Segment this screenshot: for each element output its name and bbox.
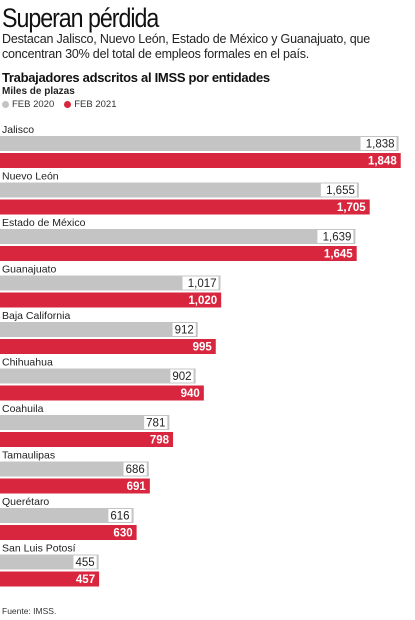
bar-feb2020 (0, 368, 196, 384)
value-label-bg (320, 183, 357, 197)
value-label: 686 (126, 464, 145, 476)
value-label: 455 (75, 557, 94, 569)
value-label-bg (317, 230, 354, 243)
value-label-bg (172, 323, 196, 336)
value-label: 781 (146, 418, 165, 430)
value-label: 1,639 (323, 232, 352, 244)
category-label: Querétaro (2, 496, 49, 508)
bar-feb2020 (0, 508, 134, 523)
bar-feb2020 (0, 229, 356, 244)
value-label: 1,848 (368, 156, 397, 168)
value-label: 1,705 (337, 202, 366, 214)
category-label: Estado de México (2, 217, 86, 229)
subtitle: Destacan Jalisco, Nuevo León, Estado de … (2, 32, 370, 61)
value-label: 1,655 (326, 185, 355, 197)
value-label-bg (170, 369, 194, 383)
legend-item-feb2020: FEB 2020 (2, 99, 54, 110)
legend-item-feb2021: FEB 2021 (64, 99, 117, 110)
value-label-bg (73, 555, 97, 569)
page-title: Superan pérdida (2, 3, 159, 33)
value-label: 995 (193, 342, 213, 354)
legend-label-feb2021: FEB 2021 (74, 99, 117, 110)
bar-feb2020 (0, 136, 399, 151)
bar-feb2021 (0, 153, 401, 168)
value-label: 630 (113, 528, 132, 540)
value-label-bg (182, 276, 219, 290)
legend-label-feb2020: FEB 2020 (12, 99, 55, 110)
chart-title: Trabajadores adscritos al IMSS por entid… (2, 70, 270, 85)
value-label: 1,838 (366, 139, 395, 151)
value-label-bg (360, 137, 397, 150)
bar-feb2021 (0, 432, 174, 447)
value-label: 457 (76, 574, 95, 586)
value-label: 1,020 (188, 295, 217, 307)
category-label: Chihuahua (2, 357, 53, 369)
bar-feb2020 (0, 461, 149, 477)
bar-feb2021 (0, 478, 150, 494)
legend: FEB 2020 FEB 2021 (2, 99, 117, 110)
bar-feb2020 (0, 275, 221, 291)
category-label: Baja California (2, 310, 70, 322)
category-label: Coahuila (2, 403, 44, 415)
value-label-bg (108, 509, 132, 522)
bar-feb2021 (0, 199, 370, 215)
bar-feb2021 (0, 339, 216, 354)
category-label: Tamaulipas (2, 450, 55, 462)
value-label: 902 (172, 371, 191, 383)
bar-feb2020 (0, 182, 359, 198)
category-label: Jalisco (2, 124, 34, 136)
bar-feb2021 (0, 385, 204, 401)
value-label: 912 (175, 325, 194, 337)
value-label: 940 (181, 388, 200, 400)
value-label: 798 (150, 435, 170, 447)
value-label-bg (144, 416, 168, 429)
bar-feb2021 (0, 246, 357, 261)
bar-feb2021 (0, 525, 137, 540)
unit-label: Miles de plazas (2, 86, 75, 97)
legend-swatch-feb2020 (2, 101, 9, 108)
value-label: 1,017 (188, 278, 217, 290)
value-label-bg (123, 462, 147, 476)
bar-feb2020 (0, 322, 198, 337)
value-label: 616 (110, 511, 129, 523)
category-label: Guanajuato (2, 264, 56, 276)
category-label: Nuevo León (2, 171, 59, 183)
bar-feb2020 (0, 415, 170, 430)
value-label: 691 (127, 481, 147, 493)
source-note: Fuente: IMSS. (2, 606, 57, 616)
value-label: 1,645 (324, 249, 353, 261)
legend-swatch-feb2021 (64, 101, 72, 108)
bar-feb2021 (0, 571, 100, 587)
category-label: San Luis Potosí (2, 543, 76, 555)
bar-feb2021 (0, 292, 222, 308)
